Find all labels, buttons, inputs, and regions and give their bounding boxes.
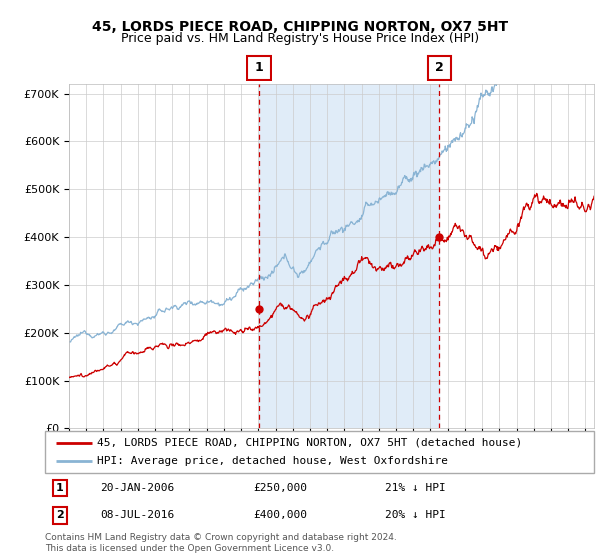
Text: £400,000: £400,000: [254, 511, 308, 520]
FancyBboxPatch shape: [428, 55, 451, 80]
Text: 45, LORDS PIECE ROAD, CHIPPING NORTON, OX7 5HT: 45, LORDS PIECE ROAD, CHIPPING NORTON, O…: [92, 20, 508, 34]
Bar: [259, 84, 439, 428]
Text: Contains HM Land Registry data © Crown copyright and database right 2024.
This d: Contains HM Land Registry data © Crown c…: [45, 533, 397, 553]
Text: 20% ↓ HPI: 20% ↓ HPI: [385, 511, 446, 520]
Text: 1: 1: [56, 483, 64, 493]
Text: 08-JUL-2016: 08-JUL-2016: [100, 511, 174, 520]
Text: £250,000: £250,000: [254, 483, 308, 493]
Text: Price paid vs. HM Land Registry's House Price Index (HPI): Price paid vs. HM Land Registry's House …: [121, 32, 479, 45]
Text: 1: 1: [255, 61, 263, 74]
Text: 2: 2: [435, 61, 444, 74]
Text: 21% ↓ HPI: 21% ↓ HPI: [385, 483, 446, 493]
FancyBboxPatch shape: [247, 55, 271, 80]
Text: 45, LORDS PIECE ROAD, CHIPPING NORTON, OX7 5HT (detached house): 45, LORDS PIECE ROAD, CHIPPING NORTON, O…: [97, 438, 523, 448]
Text: HPI: Average price, detached house, West Oxfordshire: HPI: Average price, detached house, West…: [97, 456, 448, 466]
Text: 20-JAN-2006: 20-JAN-2006: [100, 483, 174, 493]
Text: 2: 2: [56, 511, 64, 520]
